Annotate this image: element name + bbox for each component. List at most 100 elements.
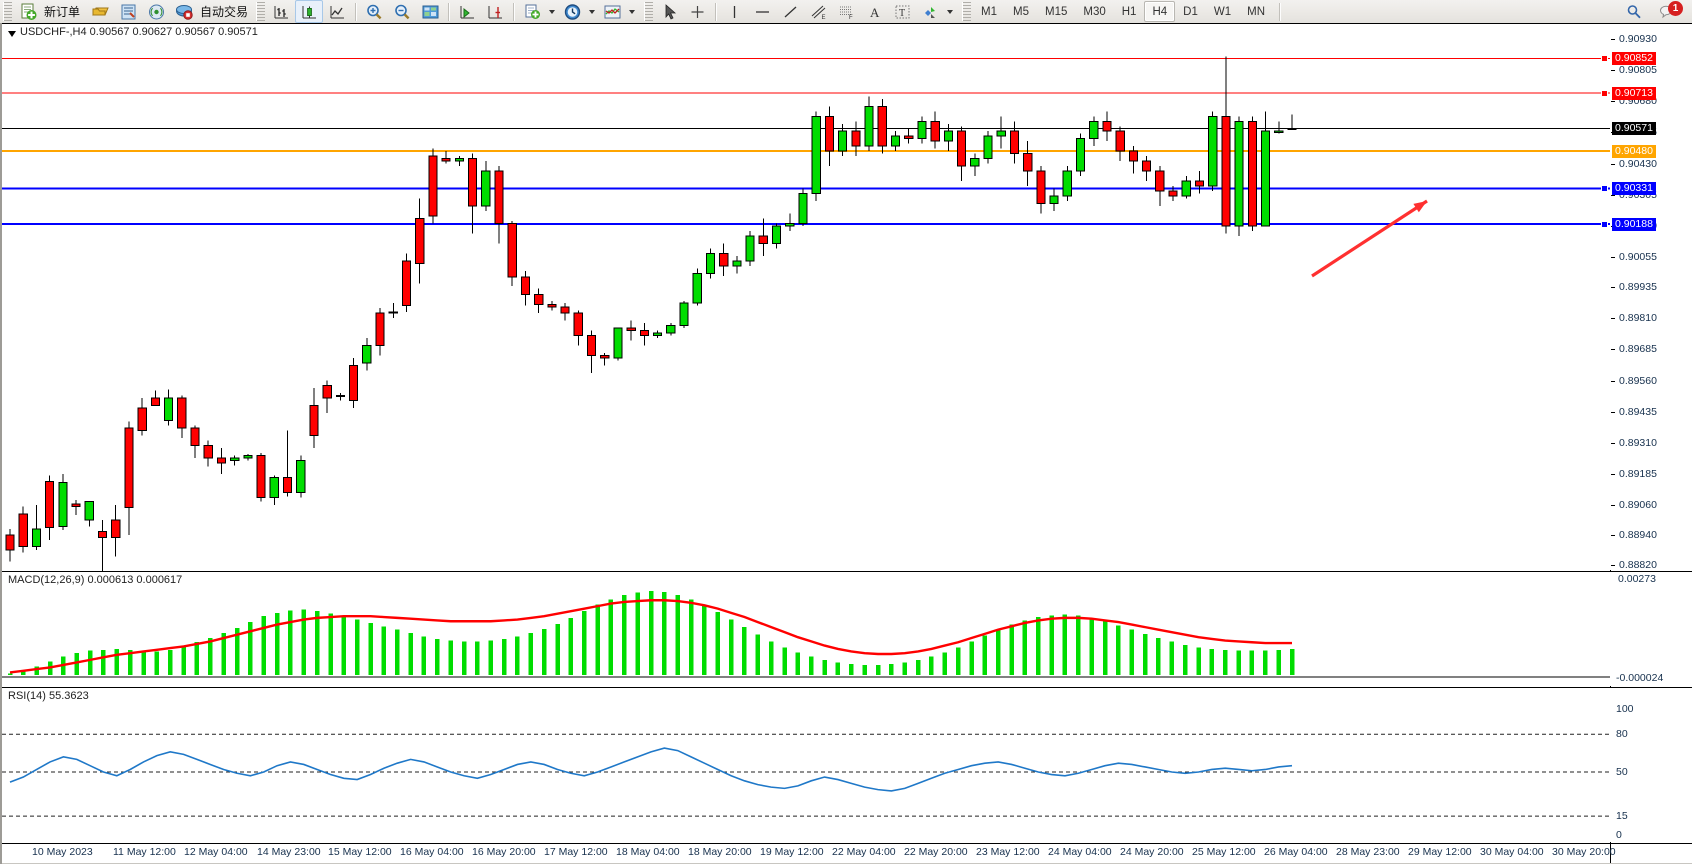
chevron-down-icon-2[interactable] xyxy=(589,9,596,14)
candle-body xyxy=(573,312,583,337)
candle-body xyxy=(679,302,689,327)
level-line-handle[interactable] xyxy=(1601,55,1608,63)
main-toolbar: 新订单 自动交易 xyxy=(0,0,1692,24)
candle-body xyxy=(203,444,213,459)
chevron-down-icon[interactable] xyxy=(549,9,556,14)
toolbar-grip-3[interactable] xyxy=(644,2,654,21)
candle-body xyxy=(1102,120,1112,132)
chart-shift-icon[interactable] xyxy=(481,0,509,23)
data-window-icon[interactable] xyxy=(416,0,444,23)
candle-body xyxy=(31,528,42,547)
price-level-tag[interactable]: 0.90480 xyxy=(1612,145,1656,159)
candle-body xyxy=(1194,180,1205,187)
level-line-handle[interactable] xyxy=(1601,90,1608,98)
timeframe-m15[interactable]: M15 xyxy=(1045,5,1068,18)
candle-body xyxy=(917,120,927,140)
time-axis-label: 28 May 23:00 xyxy=(1336,846,1400,858)
candle-body xyxy=(216,457,227,464)
candle-body xyxy=(930,120,940,142)
autotrading-icon[interactable] xyxy=(170,0,198,23)
new-order-button[interactable] xyxy=(14,0,42,23)
price-tick-label: 0.88820 xyxy=(1619,559,1657,571)
clock-icon[interactable] xyxy=(558,0,586,23)
candle-body xyxy=(626,327,636,332)
zoom-in-icon[interactable] xyxy=(360,0,388,23)
fibonacci-icon[interactable]: F xyxy=(832,0,860,23)
crosshair-icon[interactable] xyxy=(683,0,711,23)
candle-body xyxy=(362,345,372,364)
timeframe-d1[interactable]: D1 xyxy=(1183,5,1198,18)
candle-body xyxy=(1208,115,1218,187)
svg-text:F: F xyxy=(849,15,853,21)
level-line-handle[interactable] xyxy=(1601,185,1608,193)
svg-text:E: E xyxy=(821,15,825,21)
cursor-icon[interactable] xyxy=(655,0,683,23)
toolbar-grip[interactable] xyxy=(3,2,12,21)
candle-body xyxy=(983,135,993,160)
market-watch-icon[interactable] xyxy=(114,0,142,23)
search-icon[interactable] xyxy=(1620,0,1648,23)
trendline-icon[interactable] xyxy=(776,0,804,23)
autotrading-label: 自动交易 xyxy=(200,5,249,19)
timeframe-m5[interactable]: M5 xyxy=(1013,5,1029,18)
candle-body xyxy=(5,534,15,551)
timeframe-m1[interactable]: M1 xyxy=(981,5,998,18)
macd-pane[interactable]: MACD(12,26,9) 0.000613 0.000617 0.00273 … xyxy=(2,571,1692,686)
candle-body xyxy=(494,170,504,224)
new-chart-icon[interactable] xyxy=(518,0,546,23)
price-pane[interactable]: USDCHF-,H4 0.90567 0.90627 0.90567 0.905… xyxy=(2,23,1692,587)
price-level-tag[interactable]: 0.90852 xyxy=(1612,52,1656,66)
candle-body xyxy=(838,130,848,152)
line-chart-icon[interactable] xyxy=(323,0,351,23)
notification-icon[interactable]: 1 xyxy=(1654,0,1683,23)
price-tick-label: 0.89185 xyxy=(1619,468,1657,480)
price-level-tag[interactable]: 0.90331 xyxy=(1612,182,1656,196)
timeframe-h4[interactable]: H4 xyxy=(1144,1,1176,22)
price-level-tag[interactable]: 0.90571 xyxy=(1612,122,1656,136)
candle-body xyxy=(18,513,28,547)
bar-chart-icon[interactable] xyxy=(267,0,295,23)
text-label-icon[interactable]: T xyxy=(888,0,916,23)
timeframe-mn[interactable]: MN xyxy=(1247,5,1265,18)
timeframe-h1[interactable]: H1 xyxy=(1121,5,1137,18)
signals-icon[interactable] xyxy=(142,0,170,23)
timeframe-m30[interactable]: M30 xyxy=(1083,5,1106,18)
candle-body xyxy=(441,158,451,162)
candlestick-icon[interactable] xyxy=(295,0,324,23)
price-level-tag[interactable]: 0.90188 xyxy=(1612,217,1656,231)
chart-area[interactable]: USDCHF-,H4 0.90567 0.90627 0.90567 0.905… xyxy=(0,23,1692,864)
price-level-tag[interactable]: 0.90713 xyxy=(1612,87,1656,101)
macd-signal-line xyxy=(9,599,1292,674)
time-axis-label: 14 May 23:00 xyxy=(257,846,321,858)
time-axis-label: 24 May 20:00 xyxy=(1120,846,1184,858)
time-axis-label: 30 May 20:00 xyxy=(1552,846,1616,858)
collapse-triangle-icon[interactable] xyxy=(6,27,20,41)
rsi-pane[interactable]: RSI(14) 55.3623 100 80 50 15 0 xyxy=(2,687,1692,842)
toolbar-grip-2[interactable] xyxy=(256,2,266,21)
price-tick-label: 0.90055 xyxy=(1619,251,1657,264)
level-line-handle[interactable] xyxy=(1601,220,1608,228)
zoom-out-icon[interactable] xyxy=(388,0,416,23)
channel-icon[interactable]: E xyxy=(804,0,832,23)
auto-scroll-icon[interactable] xyxy=(453,0,481,23)
candle-body xyxy=(705,252,716,274)
candle-body xyxy=(137,407,147,431)
toolbar-grip-4[interactable] xyxy=(962,2,972,21)
candle-body xyxy=(1023,153,1033,172)
vertical-line-icon[interactable] xyxy=(720,0,748,23)
candle-body xyxy=(890,135,901,147)
indicators-icon[interactable] xyxy=(598,0,626,23)
folder-gold-icon[interactable] xyxy=(86,0,114,23)
shapes-icon[interactable] xyxy=(916,0,944,23)
candle-body xyxy=(639,330,649,337)
candle-body xyxy=(349,365,359,401)
chevron-down-icon-3[interactable] xyxy=(629,9,636,14)
time-axis-label: 26 May 04:00 xyxy=(1264,846,1328,858)
chevron-down-icon-4[interactable] xyxy=(947,9,954,14)
candle-body xyxy=(296,459,306,494)
price-tick-label: 0.89310 xyxy=(1619,436,1657,449)
candle-body xyxy=(1036,170,1046,205)
timeframe-w1[interactable]: W1 xyxy=(1213,5,1232,18)
horizontal-line-icon[interactable] xyxy=(748,0,776,23)
text-a-icon[interactable]: A xyxy=(860,0,888,23)
